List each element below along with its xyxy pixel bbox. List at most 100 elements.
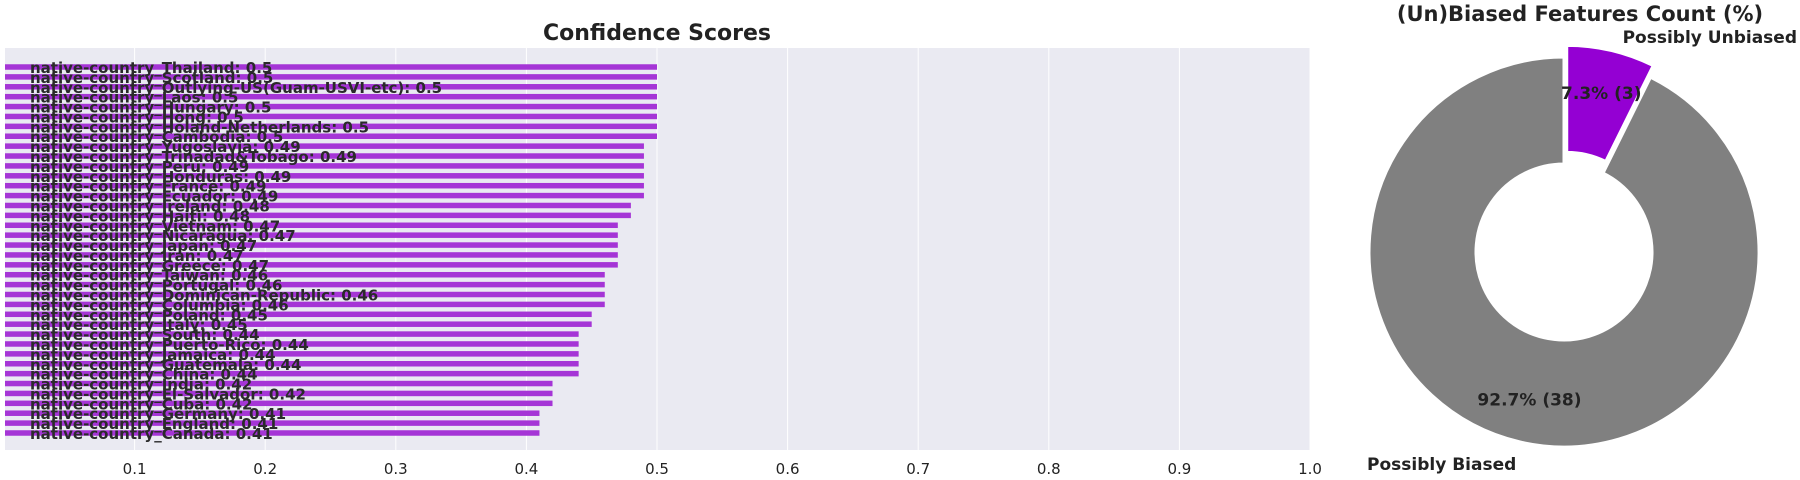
donut-slices <box>1367 43 1761 449</box>
bar-value-label: native-country_Jamaica: 0.44 <box>30 346 276 364</box>
bar <box>5 212 631 219</box>
bar <box>5 242 618 248</box>
bar <box>5 192 644 199</box>
bar <box>5 301 605 308</box>
bar <box>5 420 540 426</box>
bar-value-label: native-country_Dominican-Republic: 0.46 <box>30 287 378 305</box>
x-axis-ticks: 0.1 0.2 0.3 0.4 0.5 0.6 0.7 0.8 0.9 1.0 <box>123 460 1322 478</box>
donut-chart-title: (Un)Biased Features Count (%) <box>1397 2 1763 26</box>
x-tick-label: 0.5 <box>645 460 669 478</box>
bar-value-label: native-country_Columbia: 0.46 <box>30 296 289 314</box>
donut-slice <box>1367 55 1761 449</box>
bar-value-label: native-country_England: 0.41 <box>30 415 278 433</box>
bar <box>5 84 657 90</box>
donut-percent-label: 92.7% (38) <box>1477 391 1581 411</box>
bar <box>5 281 605 288</box>
bar <box>5 153 644 159</box>
bar-value-label: native-country_Taiwan: 0.46 <box>30 267 268 285</box>
bar-value-label: native-country_Thailand: 0.5 <box>30 59 272 77</box>
bar <box>5 182 644 189</box>
bar <box>5 113 657 120</box>
bar-value-label: native-country_Outlying-US(Guam-USVI-etc… <box>30 79 442 97</box>
bar <box>5 390 553 397</box>
bar-value-label: native-country_India: 0.42 <box>30 376 252 394</box>
bar <box>5 271 605 278</box>
bar <box>5 222 618 229</box>
bar <box>5 410 540 416</box>
x-tick-label: 0.7 <box>906 460 930 478</box>
bar-value-label: native-country_Honduras: 0.49 <box>30 168 291 186</box>
bar-value-label: native-country_Hong: 0.5 <box>30 108 244 126</box>
bar-value-label: native-country_El-Salvador: 0.42 <box>30 385 306 403</box>
bar-value-label: native-country_France: 0.49 <box>30 178 266 196</box>
bar-value-label: native-country_Trinadad&Tobago: 0.49 <box>30 148 357 166</box>
bar <box>5 321 592 327</box>
bar <box>5 341 579 347</box>
x-tick-label: 0.4 <box>514 460 538 478</box>
bar-value-label: native-country_Ecuador: 0.49 <box>30 188 278 206</box>
bar <box>5 133 657 139</box>
bar-chart-title: Confidence Scores <box>543 21 771 46</box>
x-tick-label: 0.3 <box>384 460 408 478</box>
bar <box>5 252 618 258</box>
bar <box>5 311 592 318</box>
bar-value-label: native-country_China: 0.44 <box>30 366 258 384</box>
unbiased-features-donut: (Un)Biased Features Count (%) 7.3% (3) Po… <box>1367 2 1797 475</box>
bar <box>5 370 579 377</box>
bar-value-label: native-country_Poland: 0.45 <box>30 306 268 324</box>
bar <box>5 351 579 357</box>
bar <box>5 232 618 238</box>
bar-value-label: native-country_Iran: 0.47 <box>30 247 244 265</box>
x-tick-label: 0.1 <box>123 460 147 478</box>
donut-slice <box>1565 43 1656 164</box>
donut-category-label: Possibly Biased <box>1367 455 1516 475</box>
bar <box>5 262 618 268</box>
x-tick-label: 0.9 <box>1167 460 1191 478</box>
bar <box>5 430 540 436</box>
bar-value-label: native-country_Laos: 0.5 <box>30 89 238 107</box>
bar-value-label: native-country_Scotland: 0.5 <box>30 69 273 87</box>
bar-value-label: native-country_Yugoslavia: 0.49 <box>30 138 301 156</box>
bar <box>5 291 605 298</box>
bar-value-label: native-country_South: 0.44 <box>30 326 260 344</box>
confidence-scores-chart: native-country_Thailand: 0.5native-count… <box>5 21 1322 478</box>
bar-value-label: native-country_Greece: 0.47 <box>30 257 269 275</box>
bar <box>5 123 657 130</box>
x-tick-label: 0.2 <box>253 460 277 478</box>
bar <box>5 93 657 100</box>
bar-value-label: native-country_Guatemala: 0.44 <box>30 356 301 374</box>
bar <box>5 103 657 110</box>
bar <box>5 400 553 407</box>
bar-series <box>5 64 657 436</box>
bar <box>5 143 644 149</box>
bar <box>5 64 657 70</box>
bar <box>5 173 644 179</box>
bar <box>5 361 579 367</box>
donut-category-label: Possibly Unbiased <box>1623 28 1797 48</box>
bar <box>5 380 553 387</box>
bar <box>5 202 631 209</box>
bar-value-label: native-country_Cuba: 0.42 <box>30 395 252 413</box>
bar-value-label: native-country_Japan: 0.47 <box>30 237 257 255</box>
bar <box>5 331 579 337</box>
x-tick-label: 0.6 <box>776 460 800 478</box>
bar <box>5 163 644 169</box>
bar-value-label: native-country_Peru: 0.49 <box>30 158 249 176</box>
donut-labels: 7.3% (3) Possibly Unbiased 92.7% (38) Possi… <box>1367 28 1797 475</box>
x-tick-label: 1.0 <box>1298 460 1322 478</box>
bar-value-label: native-country_Ireland: 0.48 <box>30 197 270 215</box>
bar-value-label: native-country_Cambodia: 0.5 <box>30 128 283 146</box>
x-tick-label: 0.8 <box>1037 460 1061 478</box>
bar <box>5 74 657 80</box>
bar-value-label: native-country_Canada: 0.41 <box>30 425 273 443</box>
bar-value-label: native-country_Haiti: 0.48 <box>30 207 250 225</box>
bar-value-label: native-country_Italy: 0.45 <box>30 316 248 334</box>
bar-value-label: native-country_Hungary: 0.5 <box>30 99 271 117</box>
bar-data-labels: native-country_Thailand: 0.5native-count… <box>30 59 442 443</box>
bar-value-label: native-country_Nicaragua: 0.47 <box>30 227 296 245</box>
bar-value-label: native-country_Puerto-Rico: 0.44 <box>30 336 309 354</box>
bar-value-label: native-country_Germany: 0.41 <box>30 405 286 423</box>
bar-value-label: native-country_Holand-Netherlands: 0.5 <box>30 118 369 136</box>
donut-percent-label: 7.3% (3) <box>1561 84 1641 104</box>
